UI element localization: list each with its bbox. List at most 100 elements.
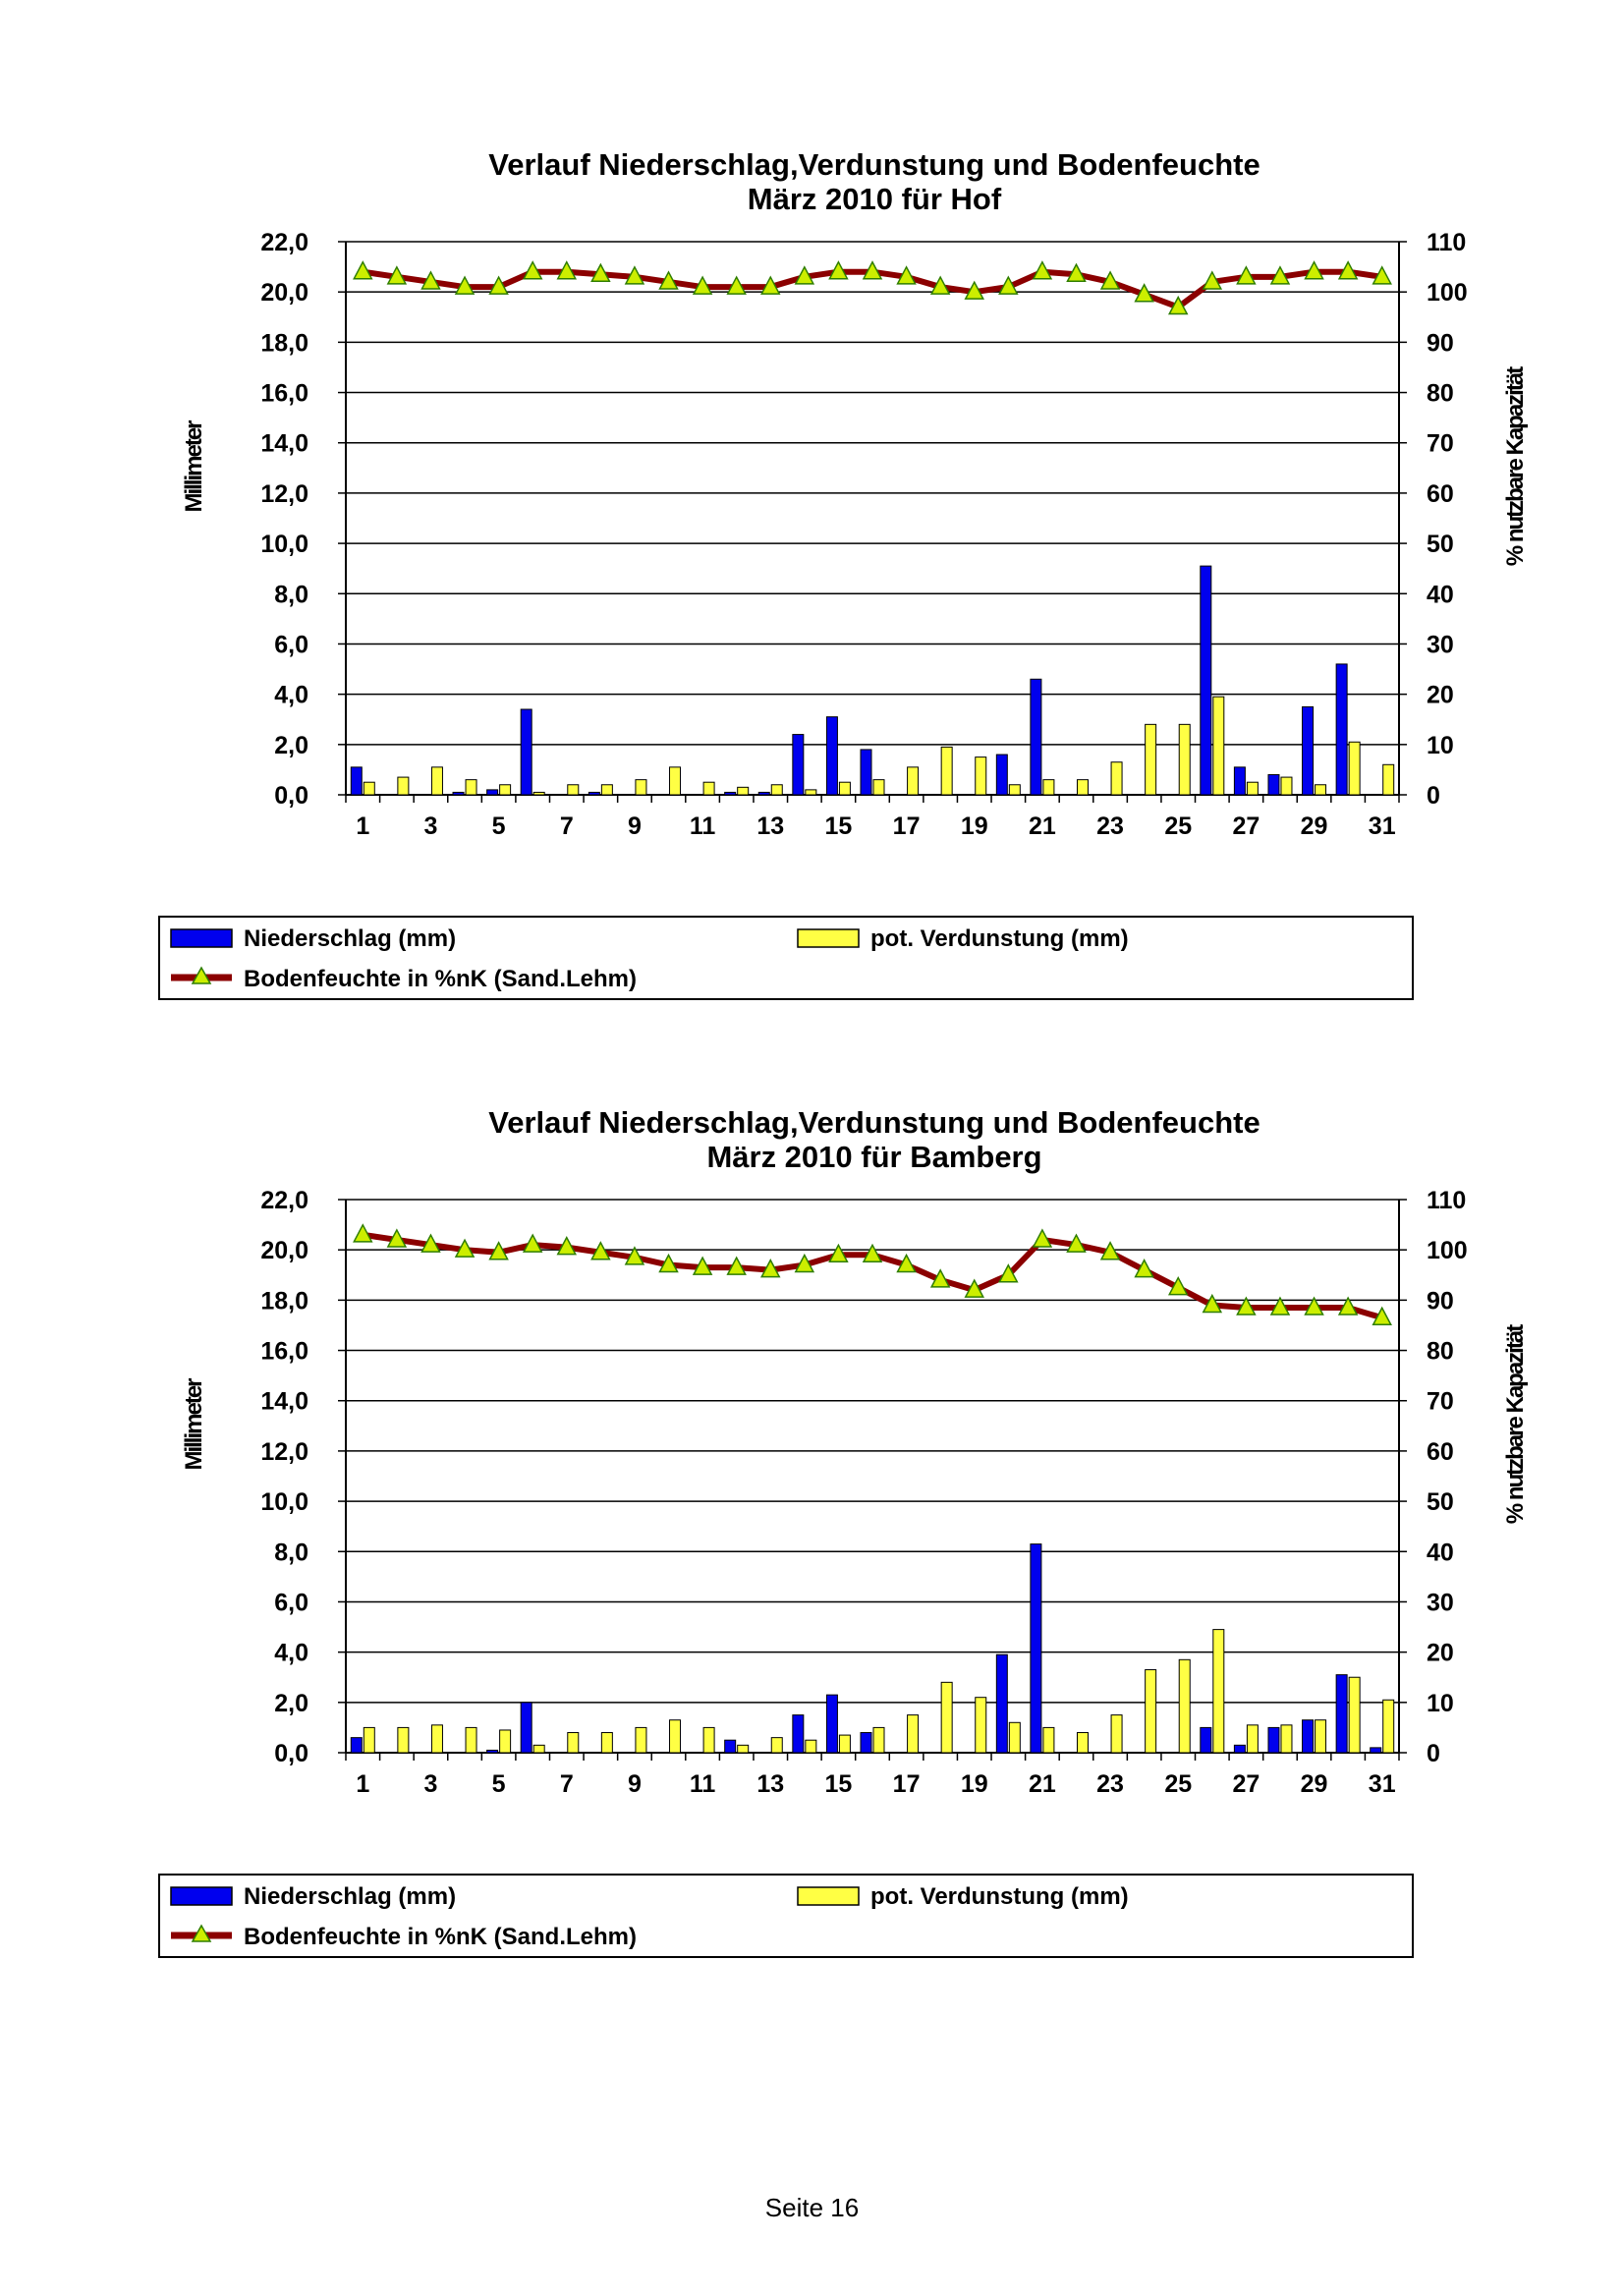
evap-bar	[872, 1726, 885, 1754]
precip-bar	[825, 716, 838, 796]
left-tick-label: 16,0	[260, 1338, 308, 1366]
soil-moisture-point	[760, 1259, 781, 1278]
left-tick-label: 20,0	[260, 279, 308, 307]
precip-bar	[452, 791, 465, 796]
evap-bar	[838, 781, 851, 796]
left-tick-label: 12,0	[260, 480, 308, 508]
soil-moisture-point	[1236, 1296, 1257, 1316]
soil-moisture-point	[1202, 270, 1223, 290]
evap-bar	[975, 756, 987, 796]
soil-moisture-point	[1304, 260, 1324, 280]
right-tick-label: 20	[1427, 1640, 1454, 1667]
precip-bar	[1302, 1719, 1315, 1754]
right-tick-label: 10	[1427, 1690, 1454, 1717]
left-tick-label: 20,0	[260, 1237, 308, 1264]
right-tick-label: 40	[1427, 581, 1454, 608]
left-tick-label: 6,0	[274, 1589, 308, 1616]
precip-bar	[1200, 565, 1212, 796]
soil-moisture-point	[692, 275, 713, 295]
legend-precip-swatch	[170, 928, 233, 948]
precip-bar	[860, 749, 872, 796]
evap-bar	[635, 1726, 647, 1754]
soil-moisture-point	[1032, 260, 1053, 280]
evap-bar	[702, 1726, 715, 1754]
precip-bar	[520, 708, 532, 796]
legend-evap-swatch	[797, 928, 860, 948]
evap-bar	[567, 1732, 580, 1754]
evap-bar	[430, 1724, 443, 1754]
x-tick-label: 9	[628, 1770, 642, 1798]
right-tick-label: 100	[1427, 1237, 1468, 1264]
left-tick-label: 6,0	[274, 631, 308, 658]
evap-bar	[635, 779, 647, 796]
soil-moisture-point	[454, 275, 476, 295]
evap-bar	[1280, 776, 1293, 796]
soil-moisture-point	[658, 1253, 679, 1273]
evap-bar	[600, 784, 613, 796]
evap-bar	[1178, 723, 1191, 796]
evap-bar	[838, 1734, 851, 1754]
chart-title-line2: März 2010 für Bamberg	[706, 1140, 1041, 1174]
x-tick-label: 17	[893, 812, 921, 840]
soil-moisture-point	[998, 1263, 1019, 1283]
precip-bar	[588, 791, 600, 796]
right-tick-label: 110	[1427, 1187, 1466, 1214]
soil-moisture-point	[1304, 1296, 1324, 1316]
legend: Niederschlag (mm) pot. Verdunstung (mm) …	[158, 916, 1414, 1000]
left-tick-label: 10,0	[260, 531, 308, 558]
right-tick-label: 50	[1427, 531, 1454, 558]
evap-bar	[1280, 1724, 1293, 1754]
precip-bar	[1200, 1726, 1212, 1754]
y2-axis-label: % nutzbare Kapazität	[1502, 366, 1529, 566]
soil-moisture-point	[862, 260, 883, 280]
right-tick-label: 110	[1427, 229, 1466, 256]
soil-moisture-point	[590, 262, 611, 283]
x-tick-label: 1	[356, 812, 369, 840]
precip-bar	[486, 789, 499, 796]
evap-bar	[1145, 723, 1157, 796]
evap-bar	[1382, 1699, 1395, 1754]
precip-bar	[350, 766, 363, 796]
left-tick-label: 18,0	[260, 329, 308, 357]
x-tick-label: 9	[628, 812, 642, 840]
soil-moisture-point	[488, 275, 509, 295]
right-tick-label: 100	[1427, 279, 1468, 307]
evap-bar	[430, 766, 443, 796]
soil-moisture-point	[794, 265, 815, 285]
right-tick-label: 10	[1427, 732, 1454, 759]
soil-moisture-point	[420, 270, 441, 290]
soil-moisture-point	[1032, 1228, 1053, 1248]
evap-bar	[532, 791, 545, 796]
evap-bar	[1382, 763, 1395, 796]
soil-moisture-point	[1066, 262, 1087, 283]
x-tick-label: 29	[1301, 1770, 1328, 1798]
soil-moisture-point	[828, 1243, 849, 1263]
soil-moisture-point	[1236, 265, 1257, 285]
soil-moisture-point	[454, 1238, 476, 1258]
soil-moisture-point	[1099, 270, 1121, 290]
soil-moisture-point	[1337, 260, 1359, 280]
right-tick-label: 70	[1427, 1388, 1454, 1416]
legend-evap-label: pot. Verdunstung (mm)	[870, 1883, 1129, 1910]
x-tick-label: 27	[1232, 812, 1260, 840]
x-tick-label: 17	[893, 1770, 921, 1798]
evap-bar	[770, 1737, 783, 1754]
right-tick-label: 30	[1427, 1589, 1454, 1616]
soil-moisture-point	[1337, 1296, 1359, 1316]
soil-moisture-point	[624, 1246, 645, 1265]
soil-moisture-point	[929, 1268, 951, 1288]
x-tick-label: 25	[1164, 812, 1192, 840]
page-footer: Seite 16	[0, 2193, 1624, 2223]
left-tick-label: 4,0	[274, 1640, 308, 1667]
precip-bar	[520, 1702, 532, 1754]
chart-title-line2: März 2010 für Hof	[748, 182, 1002, 216]
right-tick-label: 60	[1427, 480, 1454, 508]
precip-bar	[995, 1653, 1008, 1754]
chart-title-line1: Verlauf Niederschlag,Verdunstung und Bod…	[488, 1105, 1260, 1140]
evap-bar	[1110, 761, 1123, 796]
soil-moisture-point	[828, 260, 849, 280]
evap-bar	[940, 746, 953, 796]
soil-moisture-point	[896, 1253, 917, 1273]
evap-bar	[669, 766, 682, 796]
